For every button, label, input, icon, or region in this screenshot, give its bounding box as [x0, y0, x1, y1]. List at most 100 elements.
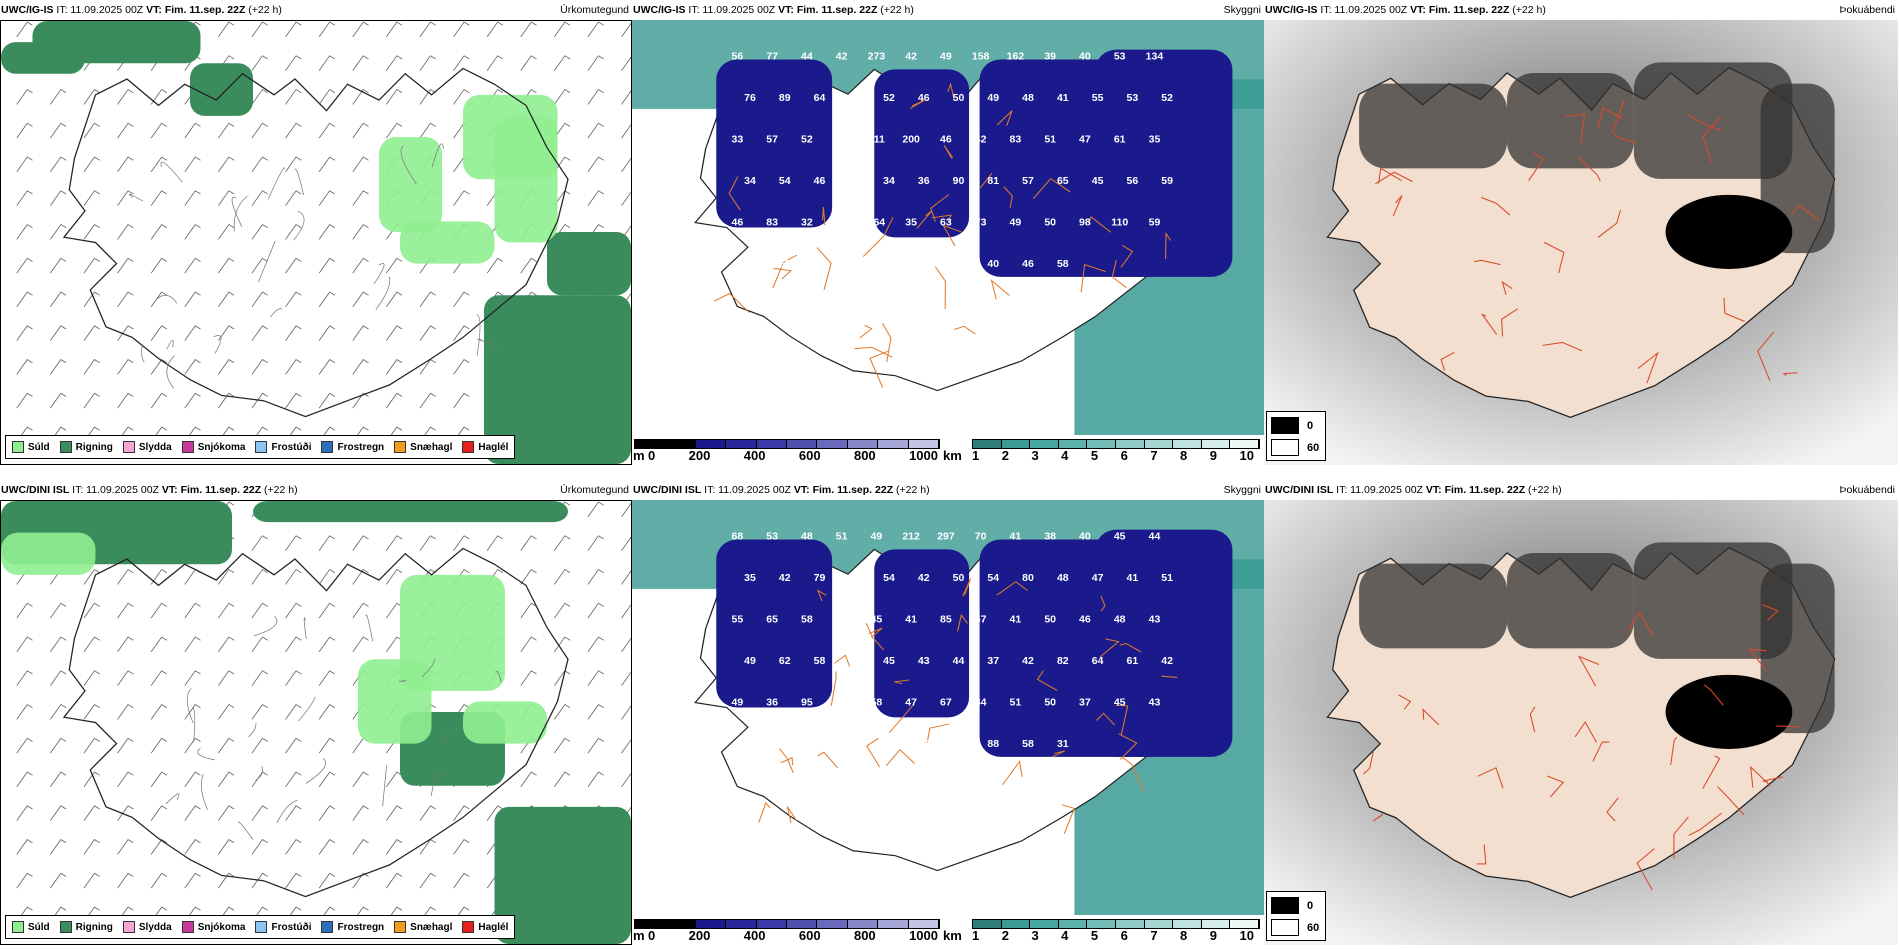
cloud-base-label: 40: [1079, 532, 1091, 543]
legend-swatch: [181, 921, 194, 933]
wind-barb: [520, 636, 537, 653]
legend-swatch: [12, 921, 24, 933]
wind-barb: [251, 325, 268, 341]
road: [1002, 760, 1023, 786]
cloud-base-label: 51: [1044, 135, 1056, 146]
river: [276, 800, 298, 824]
road: [772, 254, 797, 289]
road: [778, 748, 794, 773]
wind-barb: [117, 257, 134, 274]
wind-barb: [554, 21, 571, 38]
wind-barb: [453, 392, 470, 409]
wind-barb: [285, 602, 302, 619]
valid-time: Fim. 11.sep. 22Z: [180, 484, 262, 496]
visibility-tick: 10: [1239, 928, 1254, 943]
wind-barb: [352, 257, 369, 274]
wind-barb: [251, 392, 268, 409]
cloud-base-label: 42: [975, 135, 987, 146]
wind-barb: [520, 535, 537, 551]
fog-map[interactable]: 0 60: [1264, 20, 1898, 465]
wind-barb: [184, 257, 201, 274]
wind-barb: [50, 636, 67, 653]
wind-barb: [150, 122, 168, 139]
fog-area: [1633, 542, 1793, 659]
river: [298, 696, 316, 722]
cloud-base-label: 53: [766, 532, 778, 543]
wind-barb: [117, 704, 134, 720]
cloud-base-label: 54: [883, 573, 895, 584]
cloud-base-label: 32: [801, 218, 813, 229]
cloud-base-tick: 600: [798, 448, 821, 463]
cloud-base-label: 54: [987, 573, 999, 584]
cloud-base-label: 35: [744, 573, 756, 584]
wind-barb: [318, 21, 336, 38]
legend-swatch: [59, 441, 72, 453]
cloud-base-label: 35: [1149, 135, 1161, 146]
visibility-tick: 4: [1061, 448, 1069, 463]
legend-swatch: [462, 441, 475, 453]
road: [885, 749, 915, 767]
wind-barb: [50, 670, 67, 686]
visibility-tick: 7: [1150, 928, 1158, 943]
cloud-map[interactable]: 68 53 48 51 49 212 297 70 41 38 40 45 44 35 42 79 99 54 42…: [632, 500, 1264, 915]
wind-barb: [419, 88, 436, 105]
road: [1723, 297, 1745, 323]
cloud-map[interactable]: 56 77 44 42 273 42 49 158 162 39 40 53 134 76 89 64 61 52…: [632, 20, 1264, 435]
drizzle-area: [494, 115, 558, 243]
road: [954, 325, 976, 335]
river: [233, 195, 248, 232]
rain-area: [190, 63, 253, 116]
wind-barb: [587, 568, 604, 585]
wind-barb: [453, 535, 470, 551]
wind-barb: [419, 55, 436, 71]
cloud-base-tick: 0: [648, 928, 656, 943]
wind-barb: [352, 839, 369, 855]
road: [1577, 655, 1600, 687]
road: [1636, 848, 1655, 891]
wind-barb: [184, 122, 201, 139]
road: [1688, 812, 1722, 836]
wind-barb: [83, 602, 100, 619]
precip-map[interactable]: Súld Rigning Slydda Snjókoma Frostúði Frostre…: [0, 20, 632, 465]
wind-barb: [386, 122, 403, 139]
cloud-base-label: 44: [1149, 532, 1161, 543]
wind-barb: [318, 636, 336, 653]
wind-barb: [419, 805, 436, 821]
road: [1481, 196, 1511, 216]
wind-barb: [419, 839, 436, 855]
fog-map[interactable]: 0 60: [1264, 500, 1898, 945]
wind-barb: [352, 325, 369, 341]
wind-barb: [150, 568, 168, 585]
cloud-base-label: 52: [1161, 93, 1173, 104]
wind-barb: [150, 88, 168, 105]
cloud-base-label: 48: [801, 532, 813, 543]
cloud-base-label: 41: [1057, 93, 1069, 104]
drizzle-area: [463, 701, 547, 744]
wind-barb: [218, 670, 235, 686]
wind-barb: [621, 124, 631, 139]
wind-barb: [486, 805, 504, 821]
cloud-base-label: 42: [779, 573, 791, 584]
river: [267, 167, 286, 200]
cloud-base-tick: 1000: [909, 928, 938, 943]
wind-barb: [83, 156, 100, 173]
road: [1757, 331, 1775, 382]
wind-barb: [318, 872, 336, 889]
wind-barb: [150, 839, 168, 855]
cloud-base-label: 31: [1057, 739, 1069, 750]
cloud-base-label: 49: [731, 698, 743, 709]
wind-barb: [16, 257, 33, 274]
cloud-base-label: 34: [953, 739, 965, 750]
wind-barb: [621, 637, 631, 653]
wind-barb: [285, 392, 302, 409]
wind-barb: [83, 190, 100, 206]
river: [231, 196, 243, 227]
road: [1597, 209, 1622, 238]
road: [1003, 186, 1013, 208]
wind-barb: [50, 325, 67, 341]
precip-map[interactable]: Súld Rigning Slydda Snjókoma Frostúði Frostre…: [0, 500, 632, 945]
road: [714, 292, 750, 313]
road: [786, 806, 797, 824]
init-time: 11.09.2025 00Z: [1334, 4, 1408, 16]
lead-time: (+22 h): [896, 484, 930, 496]
